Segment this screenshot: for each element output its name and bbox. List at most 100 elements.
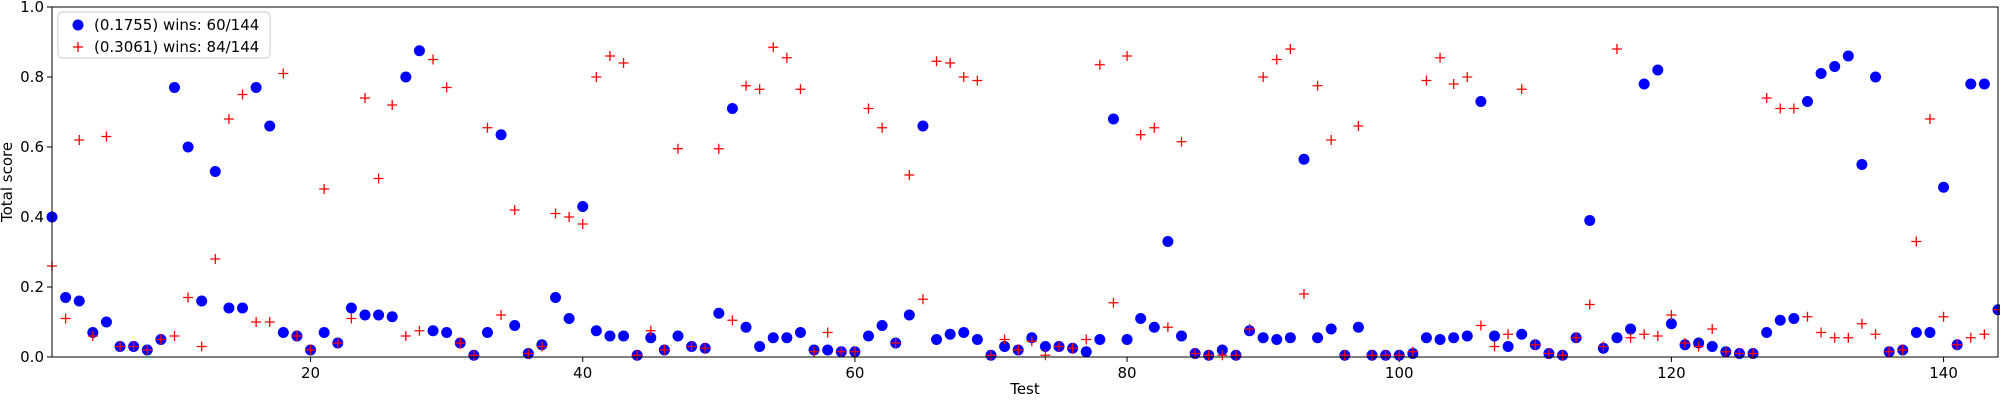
data-point xyxy=(1244,324,1255,334)
data-point xyxy=(767,332,779,344)
data-point xyxy=(1910,327,1922,338)
data-point xyxy=(1040,350,1051,361)
data-point xyxy=(1148,321,1160,333)
data-points xyxy=(46,42,2000,361)
data-point xyxy=(441,327,453,338)
y-tick-label: 0.8 xyxy=(20,68,44,86)
data-point xyxy=(495,129,507,141)
data-point xyxy=(591,72,602,82)
data-point xyxy=(1094,59,1105,70)
data-point xyxy=(822,344,834,356)
data-point xyxy=(645,332,657,344)
data-point xyxy=(1203,350,1214,361)
data-point xyxy=(332,338,343,348)
data-point xyxy=(795,84,806,95)
data-point xyxy=(931,334,943,345)
data-point xyxy=(182,141,194,153)
data-point xyxy=(318,327,330,338)
data-point xyxy=(1924,114,1935,124)
data-point xyxy=(781,332,793,344)
data-point xyxy=(400,71,412,83)
data-point xyxy=(740,321,752,333)
data-point xyxy=(1611,332,1623,344)
data-point xyxy=(944,328,956,340)
data-point xyxy=(1258,72,1269,82)
data-point xyxy=(1978,78,1990,90)
data-point xyxy=(726,103,738,114)
data-point xyxy=(1394,350,1405,361)
data-point xyxy=(1488,330,1500,342)
data-point xyxy=(1094,334,1106,345)
data-point xyxy=(1434,334,1446,345)
data-point xyxy=(496,310,507,320)
data-point xyxy=(1298,289,1309,299)
y-axis: 0.0 0.2 0.4 0.6 0.8 1.0 xyxy=(20,0,52,366)
data-point xyxy=(468,350,479,361)
data-point xyxy=(1911,236,1922,247)
data-point xyxy=(903,309,915,321)
data-point xyxy=(1842,50,1854,62)
y-tick-label: 0.6 xyxy=(20,138,44,156)
data-point xyxy=(618,330,630,342)
data-point xyxy=(1312,332,1324,344)
data-point xyxy=(1353,121,1364,131)
x-tick-label: 120 xyxy=(1657,364,1686,382)
y-tick-label: 0.4 xyxy=(20,208,44,226)
data-point xyxy=(509,205,520,215)
data-point xyxy=(1107,113,1119,125)
data-point xyxy=(1938,311,1949,322)
data-point xyxy=(482,122,493,133)
data-point xyxy=(1801,96,1813,107)
data-point xyxy=(604,51,615,61)
data-point xyxy=(972,75,983,86)
y-tick-label: 0.2 xyxy=(20,278,44,296)
data-point xyxy=(794,327,806,338)
data-point xyxy=(550,292,562,303)
data-point xyxy=(1652,331,1663,341)
series-2 xyxy=(47,42,2000,361)
data-point xyxy=(1326,135,1337,145)
data-point xyxy=(1666,310,1677,320)
data-point xyxy=(1843,332,1854,343)
data-point xyxy=(1774,314,1786,326)
data-point xyxy=(1952,339,1963,350)
data-point xyxy=(1325,323,1337,335)
data-point xyxy=(128,341,139,352)
data-point xyxy=(441,82,452,93)
plot-area-border xyxy=(51,6,1999,358)
data-point xyxy=(1108,297,1119,308)
data-point xyxy=(509,320,521,331)
data-point xyxy=(1639,329,1650,340)
data-point xyxy=(455,338,466,348)
data-point xyxy=(1706,341,1718,352)
data-point xyxy=(1039,341,1051,352)
data-point xyxy=(781,52,792,63)
data-point xyxy=(1625,332,1636,343)
x-axis-label: Test xyxy=(1009,380,1040,398)
data-point xyxy=(1026,336,1037,347)
data-point xyxy=(87,331,98,341)
data-point xyxy=(1680,338,1691,348)
x-tick-label: 40 xyxy=(573,364,592,382)
y-axis-label: Total score xyxy=(0,142,16,223)
data-point xyxy=(251,317,262,327)
data-point xyxy=(100,316,112,328)
data-point xyxy=(1584,299,1595,310)
data-point xyxy=(1298,153,1310,165)
data-point xyxy=(1135,129,1146,140)
data-point xyxy=(1420,332,1432,344)
data-point xyxy=(1503,329,1514,340)
data-point xyxy=(373,309,385,321)
data-point xyxy=(1081,334,1092,345)
data-point xyxy=(672,330,684,342)
data-point xyxy=(999,341,1011,352)
data-point xyxy=(1162,236,1174,247)
data-point xyxy=(985,350,996,361)
x-axis: 20 40 60 80 100 120 140 xyxy=(301,357,1958,382)
data-point xyxy=(1367,350,1378,361)
data-point xyxy=(1475,96,1487,107)
data-point xyxy=(196,341,207,352)
data-point xyxy=(428,54,439,65)
data-point xyxy=(686,341,697,352)
data-point xyxy=(1080,346,1092,358)
